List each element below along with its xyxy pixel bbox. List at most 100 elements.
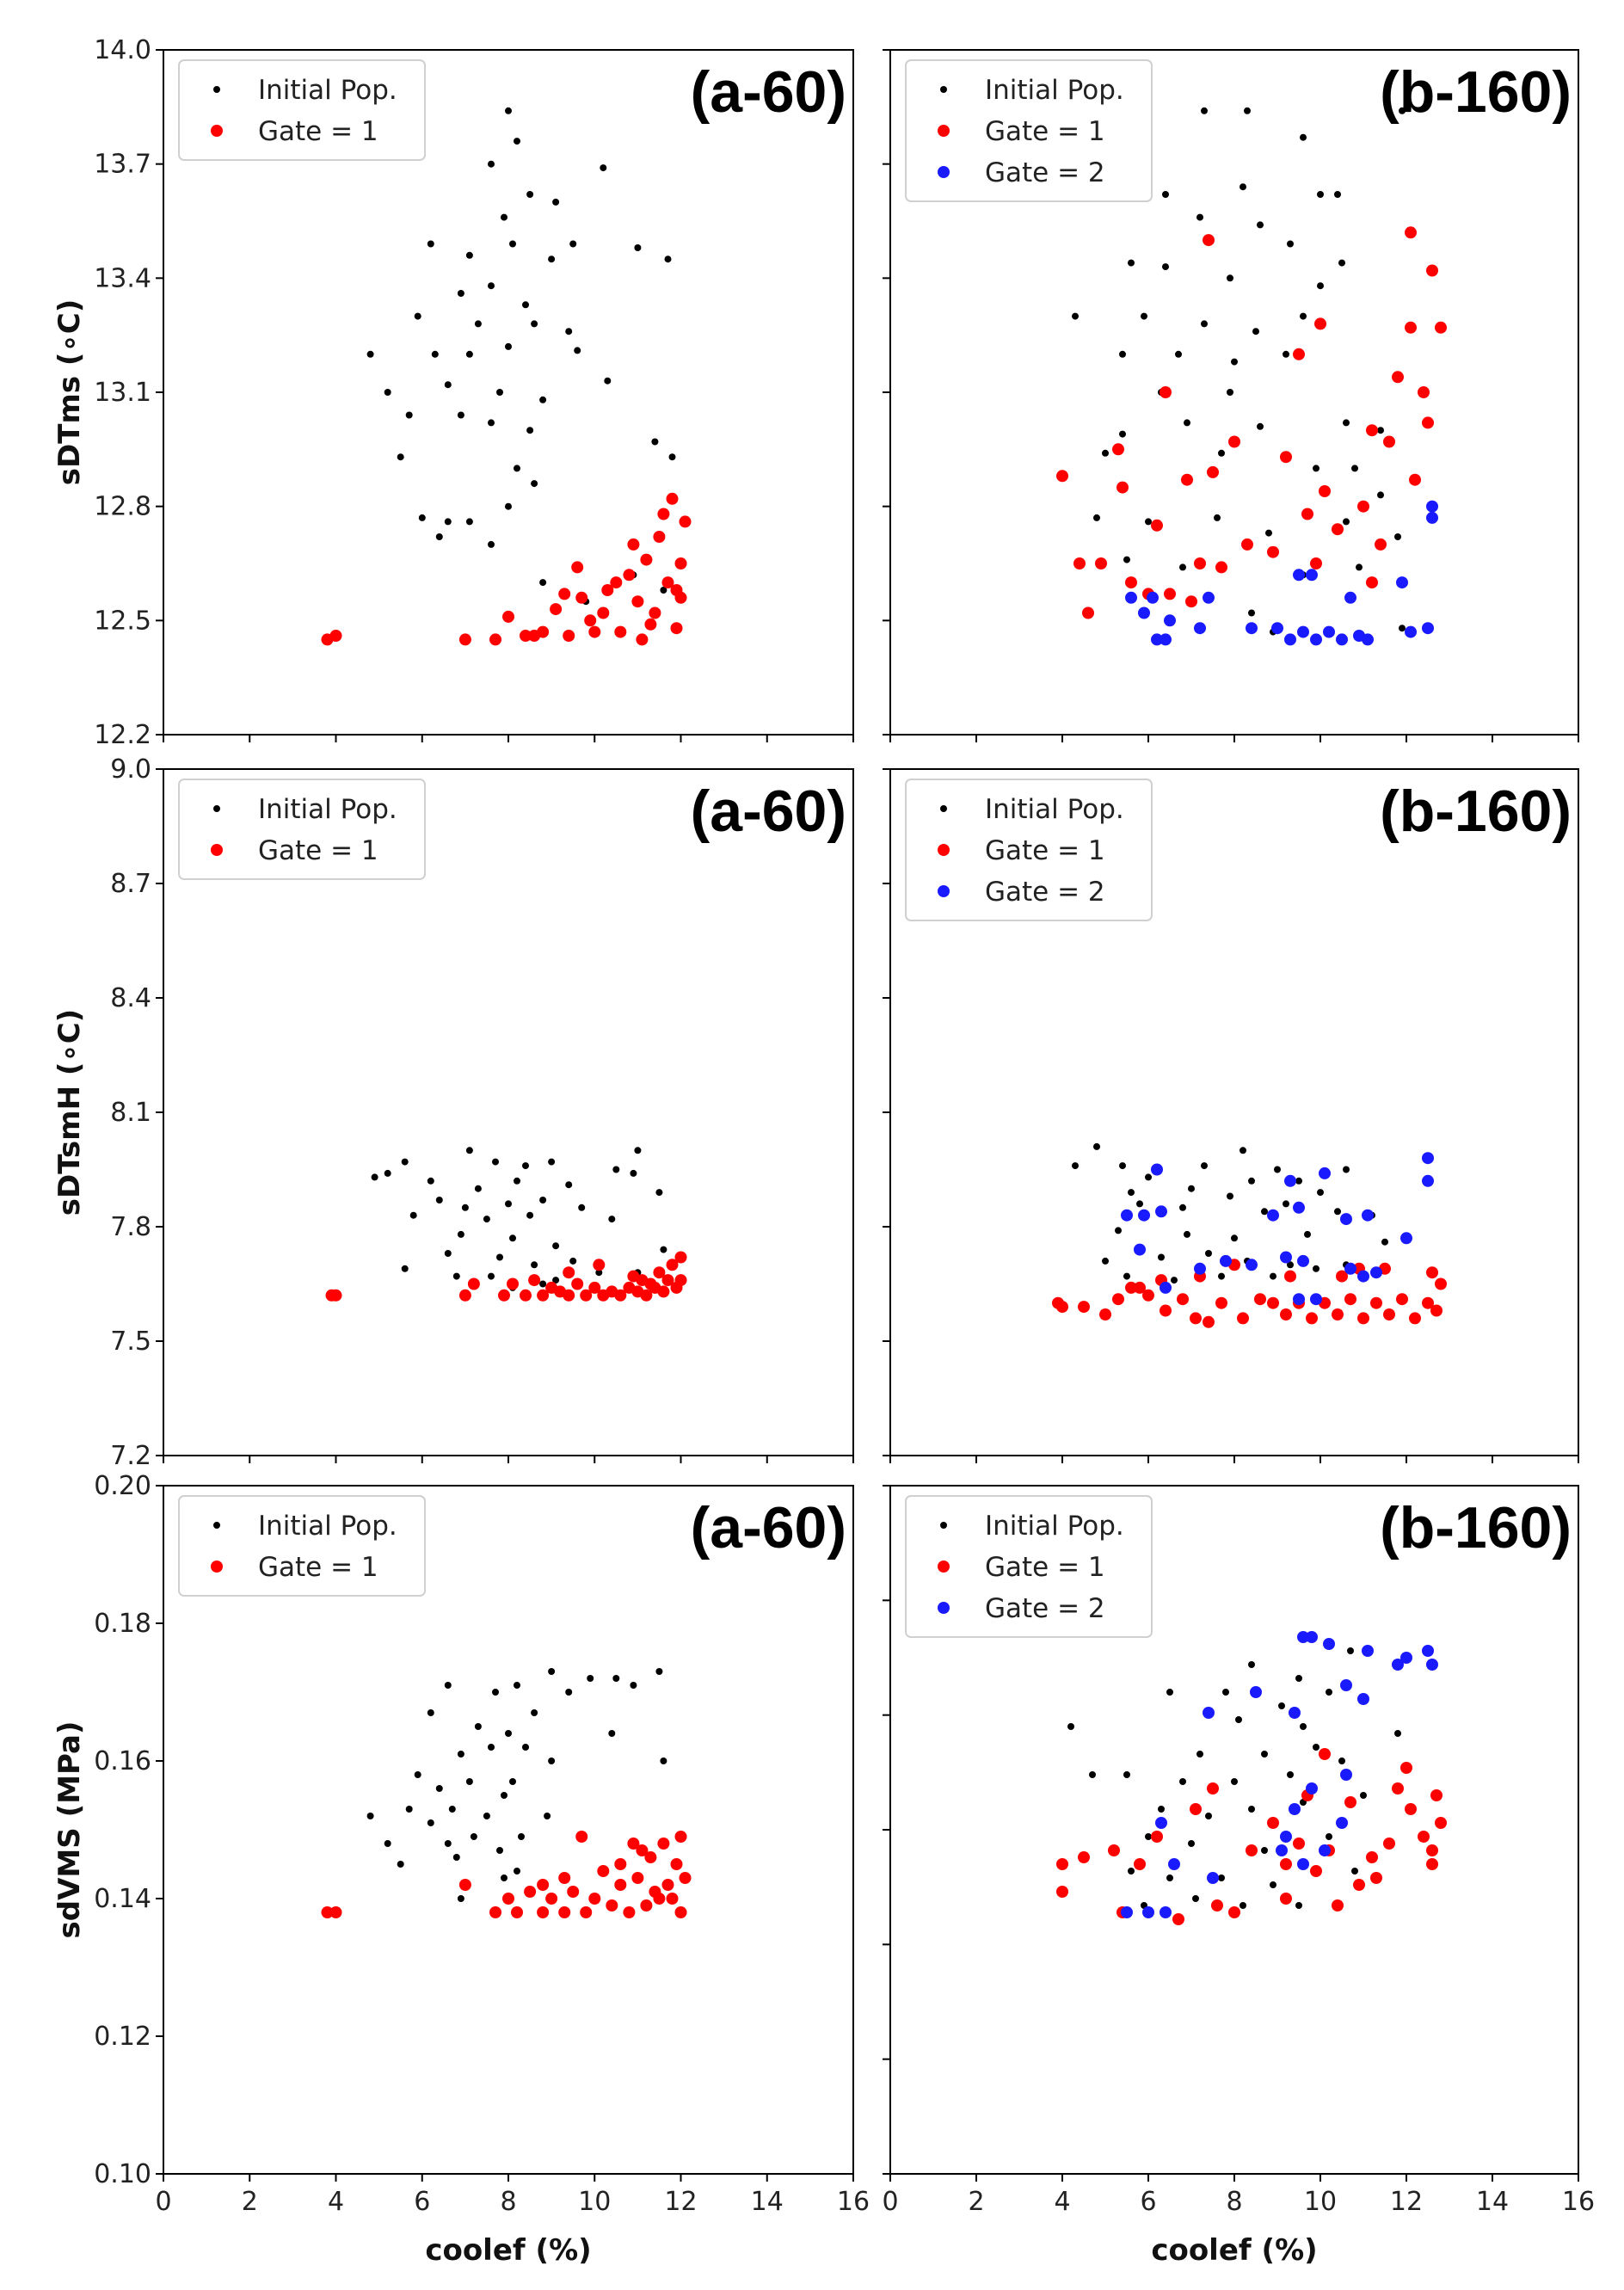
data-point (522, 1744, 529, 1751)
legend-label: Gate = 1 (985, 1552, 1105, 1583)
data-point (467, 1277, 480, 1290)
data-point (644, 1277, 657, 1290)
data-point (1261, 1847, 1268, 1854)
data-point (1166, 1874, 1173, 1881)
data-point (575, 591, 588, 604)
data-point (483, 1216, 490, 1223)
data-point (1336, 1270, 1348, 1283)
data-point (670, 622, 683, 635)
legend: Initial Pop. Gate = 1 Gate = 2 (905, 59, 1153, 202)
data-point (1237, 1312, 1249, 1325)
series-1 (366, 1668, 667, 1902)
data-point (1366, 424, 1378, 437)
data-point (1343, 518, 1350, 526)
data-point (1196, 213, 1203, 221)
data-point (511, 1906, 523, 1918)
data-point (670, 584, 683, 596)
data-point (1319, 1748, 1331, 1760)
data-point (1244, 107, 1251, 114)
data-point (1362, 1645, 1374, 1657)
data-point (1164, 588, 1176, 600)
data-point (1160, 1281, 1172, 1294)
data-point (631, 595, 644, 608)
data-point (610, 576, 623, 589)
data-point (1246, 622, 1258, 635)
legend-label: Gate = 1 (258, 835, 378, 866)
legend-marker (940, 1522, 947, 1529)
data-point (1222, 1689, 1229, 1696)
data-point (1056, 1301, 1068, 1314)
data-point (1134, 1243, 1146, 1256)
data-point (409, 1211, 417, 1219)
data-point (1194, 622, 1206, 635)
data-point (1196, 1751, 1203, 1758)
data-point (666, 492, 679, 505)
y-tick-label: 0.12 (94, 2022, 151, 2052)
data-point (444, 1682, 452, 1689)
data-point (1188, 1185, 1195, 1192)
data-point (505, 1200, 512, 1208)
data-point (644, 618, 657, 631)
data-point (1125, 591, 1137, 604)
data-point (1115, 1227, 1122, 1234)
data-point (614, 625, 627, 638)
y-tick-label: 7.2 (110, 1441, 151, 1471)
data-point (1357, 1270, 1369, 1283)
data-point (465, 518, 473, 526)
data-point (664, 255, 672, 263)
data-point (1108, 1844, 1120, 1856)
data-point (1300, 1723, 1307, 1730)
data-point (1340, 1769, 1352, 1781)
data-point (1218, 449, 1225, 457)
data-point (1168, 1858, 1180, 1870)
data-point (580, 1289, 593, 1302)
data-point (1418, 1831, 1430, 1843)
data-point (1370, 1266, 1382, 1279)
data-point (558, 1906, 571, 1918)
data-point (1121, 1906, 1133, 1918)
data-point (1227, 1192, 1233, 1200)
data-point (1356, 563, 1363, 571)
data-point (1422, 1296, 1434, 1309)
series-1 (366, 107, 676, 606)
data-point (514, 1682, 520, 1689)
data-point (1381, 1238, 1388, 1246)
data-point (1280, 1251, 1292, 1264)
data-point (1332, 523, 1344, 536)
data-point (1323, 625, 1335, 638)
data-point (630, 1169, 637, 1177)
data-point (1289, 1707, 1301, 1719)
data-point (1142, 1289, 1154, 1302)
data-point (1250, 1686, 1262, 1698)
data-point (1280, 1308, 1292, 1320)
data-point (539, 1197, 547, 1203)
data-point (1172, 1913, 1184, 1925)
data-point (427, 240, 434, 248)
data-point (1207, 1872, 1219, 1884)
data-point (604, 377, 612, 385)
data-point (575, 1831, 588, 1843)
data-point (1317, 282, 1324, 290)
legend-label: Gate = 1 (258, 1552, 378, 1583)
y-tick-label: 0.18 (94, 1609, 151, 1639)
data-point (597, 1865, 610, 1877)
data-point (1295, 1675, 1302, 1682)
data-point (674, 1274, 687, 1287)
data-point (1267, 1209, 1279, 1222)
data-point (514, 1177, 520, 1185)
data-point (539, 579, 547, 587)
chart-panel-1: 12.2 12.5 12.8 13.1 13.4 13.7 14.0 sDTms (∘C) In… (52, 35, 854, 750)
data-point (1280, 1858, 1292, 1870)
y-tick-label: 13.7 (94, 150, 151, 180)
data-point (1287, 240, 1294, 248)
data-point (366, 350, 374, 358)
data-point (660, 1246, 667, 1253)
series-2 (321, 1831, 692, 1918)
data-point (1181, 473, 1193, 486)
data-point (1203, 591, 1215, 604)
data-point (674, 1831, 687, 1843)
data-point (606, 1899, 618, 1911)
y-tick-label: 0.14 (94, 1884, 151, 1914)
data-point (1099, 1308, 1111, 1320)
data-point (1409, 1312, 1421, 1325)
